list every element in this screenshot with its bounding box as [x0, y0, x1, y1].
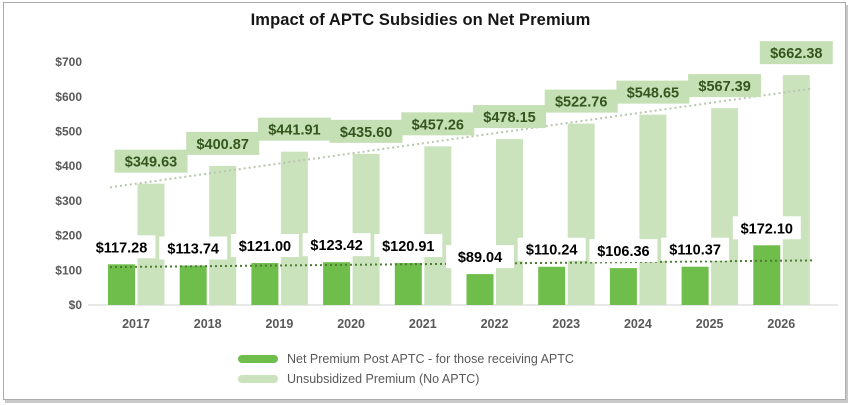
data-label-box-net-premium — [302, 233, 371, 257]
bar-unsubsidized — [352, 153, 380, 305]
data-label-unsubsidized: $662.38 — [770, 46, 822, 62]
bar-net-premium — [251, 263, 279, 305]
y-tick-label: $0 — [69, 298, 83, 312]
data-label-box-unsubsidized — [544, 89, 618, 113]
x-tick-label: 2018 — [194, 317, 222, 331]
y-tick-label: $600 — [55, 90, 82, 104]
bar-net-premium — [179, 265, 207, 305]
x-tick-label: 2025 — [696, 317, 724, 331]
legend-swatch-net-premium — [238, 355, 278, 363]
y-tick-label: $100 — [55, 263, 82, 277]
bar-unsubsidized — [782, 75, 810, 305]
trendline-unsubsidized — [109, 87, 813, 189]
x-tick-label: 2017 — [122, 317, 150, 331]
data-label-box-unsubsidized — [688, 74, 762, 98]
data-label-box-unsubsidized — [186, 131, 260, 155]
bar-net-premium — [609, 268, 637, 305]
bar-net-premium — [538, 266, 566, 305]
data-label-net-premium: $123.42 — [310, 238, 362, 254]
bar-net-premium — [753, 245, 781, 305]
data-label-box-unsubsidized — [257, 117, 331, 141]
data-label-net-premium: $89.04 — [458, 250, 502, 266]
y-tick-label: $400 — [55, 159, 82, 173]
plot-area: $0 $100 $200 $300 $400 $500 $600 $700 $349.63 $11… — [55, 41, 838, 331]
legend-label-unsubsidized: Unsubsidized Premium (No APTC) — [287, 372, 480, 386]
data-label-unsubsidized: $478.15 — [483, 110, 535, 126]
data-label-box-net-premium — [87, 235, 156, 259]
bar-net-premium — [323, 262, 351, 305]
data-label-unsubsidized: $522.76 — [555, 95, 607, 111]
x-tick-label: 2019 — [265, 317, 293, 331]
data-label-unsubsidized: $435.60 — [340, 125, 392, 141]
data-label-net-premium: $121.00 — [239, 239, 291, 255]
data-label-box-net-premium — [446, 245, 514, 269]
legend: Net Premium Post APTC - for those receiv… — [238, 349, 574, 389]
data-label-net-premium: $110.24 — [526, 243, 578, 259]
y-tick-label: $500 — [55, 125, 82, 139]
y-tick-label: $200 — [55, 229, 82, 243]
x-tick-label: 2022 — [481, 317, 509, 331]
data-label-box-unsubsidized — [114, 149, 188, 173]
x-tick-label: 2023 — [552, 317, 580, 331]
legend-label-net-premium: Net Premium Post APTC - for those receiv… — [287, 352, 574, 366]
bar-unsubsidized — [711, 108, 739, 306]
y-tick-label: $700 — [55, 55, 82, 69]
data-label-net-premium: $120.91 — [382, 239, 434, 255]
data-label-net-premium: $117.28 — [96, 240, 148, 256]
bar-unsubsidized — [424, 146, 452, 305]
legend-item-unsubsidized: Unsubsidized Premium (No APTC) — [238, 369, 574, 389]
data-label-box-unsubsidized — [329, 119, 403, 143]
bar-unsubsidized — [496, 139, 523, 305]
data-label-unsubsidized: $567.39 — [698, 79, 750, 95]
data-label-net-premium: $106.36 — [597, 244, 649, 260]
data-label-box-unsubsidized — [401, 112, 475, 136]
bar-unsubsidized — [280, 151, 308, 305]
data-label-unsubsidized: $457.26 — [412, 117, 464, 133]
data-label-box-net-premium — [230, 234, 299, 258]
data-label-box-net-premium — [159, 236, 228, 260]
bar-net-premium — [108, 264, 135, 305]
data-label-box-unsubsidized — [759, 41, 833, 65]
bar-unsubsidized — [639, 114, 667, 306]
data-label-unsubsidized: $400.87 — [196, 137, 248, 153]
legend-item-net-premium: Net Premium Post APTC - for those receiv… — [238, 349, 574, 369]
data-label-unsubsidized: $548.65 — [627, 86, 679, 102]
chart-title: Impact of APTC Subsidies on Net Premium — [250, 11, 591, 29]
bar-net-premium — [394, 263, 422, 305]
legend-swatch-unsubsidized — [238, 375, 278, 383]
x-tick-label: 2020 — [337, 317, 365, 331]
x-tick-label: 2021 — [409, 317, 437, 331]
data-label-box-net-premium — [517, 237, 586, 261]
x-tick-label: 2026 — [767, 317, 795, 331]
data-label-net-premium: $113.74 — [167, 242, 219, 258]
bar-net-premium — [681, 266, 709, 305]
y-tick-label: $300 — [55, 194, 82, 208]
data-label-box-net-premium — [661, 237, 730, 261]
bar-net-premium — [466, 274, 494, 305]
data-label-unsubsidized: $441.91 — [268, 123, 320, 139]
data-label-net-premium: $172.10 — [741, 221, 793, 237]
data-label-box-net-premium — [589, 239, 658, 263]
data-label-box-net-premium — [732, 216, 801, 240]
data-label-box-net-premium — [374, 234, 443, 258]
x-tick-label: 2024 — [624, 317, 652, 331]
data-label-net-premium: $110.37 — [669, 243, 721, 259]
data-label-unsubsidized: $349.63 — [125, 155, 177, 171]
bar-unsubsidized — [567, 123, 595, 305]
data-label-box-unsubsidized — [616, 80, 690, 104]
data-label-box-unsubsidized — [473, 105, 546, 129]
